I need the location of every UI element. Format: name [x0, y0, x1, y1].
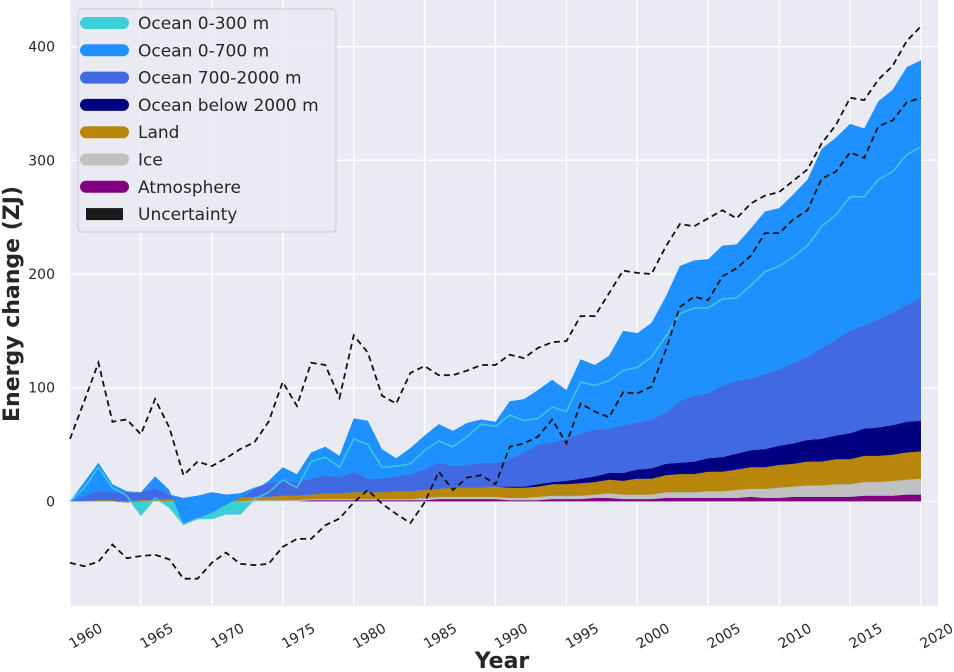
x-tick-labels: 1960 1965 1970 1975 1980 1985 1990 1995 2000 2005…: [67, 621, 954, 653]
area-land: [70, 451, 921, 503]
y-axis-title: Energy change (ZJ): [0, 186, 25, 422]
legend-label-atmosphere: Atmosphere: [138, 178, 241, 198]
uncertainty-lower-line: [69, 96, 922, 580]
x-tick-label: 2010: [776, 621, 815, 653]
uncertainty-upper-line: [69, 25, 922, 477]
x-tick-label: 1990: [492, 621, 531, 653]
legend-swatch-uncertainty: [86, 208, 123, 221]
y-tick-labels: 0 100 200 300 400: [28, 40, 55, 511]
area-ocean-below-2000-m: [70, 420, 921, 502]
legend-label-land: Land: [138, 123, 179, 143]
y-tick-label: 0: [46, 494, 55, 510]
series-lines: [69, 25, 922, 580]
area-atmosphere: [70, 494, 921, 503]
legend-label-ocean-below-2000-m: Ocean below 2000 m: [138, 96, 319, 116]
legend-label-ocean-700-2000-m: Ocean 700-2000 m: [138, 69, 302, 89]
legend-label-uncertainty: Uncertainty: [138, 205, 237, 225]
x-tick-label: 1995: [563, 621, 602, 653]
legend-label-ocean-0-300-m: Ocean 0-300 m: [138, 14, 269, 34]
area-ice: [70, 478, 921, 503]
legend-box: [77, 8, 337, 233]
x-tick-label: 1980: [350, 621, 389, 653]
stacked-areas: [70, 60, 921, 526]
x-tick-label: 2020: [918, 621, 954, 653]
x-tick-label: 1985: [421, 621, 460, 653]
x-tick-label: 1965: [137, 621, 176, 653]
x-axis-title: Year: [474, 649, 530, 672]
legend: Ocean 0-300 m Ocean 0-700 m Ocean 700-2000…: [77, 8, 337, 233]
area-ocean-700-2000-m: [70, 297, 921, 502]
x-tick-label: 1975: [279, 621, 318, 653]
y-tick-label: 100: [28, 381, 55, 397]
x-tick-label: 2005: [705, 621, 744, 653]
line-ocean-0-300m: [69, 146, 922, 526]
y-tick-label: 300: [28, 153, 55, 169]
area-ocean-0-700-m: [70, 60, 921, 526]
legend-label-ice: Ice: [138, 151, 163, 171]
y-tick-label: 400: [28, 40, 55, 56]
x-tick-label: 1960: [67, 621, 106, 653]
x-tick-label: 2000: [634, 621, 673, 653]
x-tick-label: 2015: [847, 621, 886, 653]
y-tick-label: 200: [28, 267, 55, 283]
x-tick-label: 1970: [208, 621, 247, 653]
legend-label-ocean-0-700-m: Ocean 0-700 m: [138, 41, 269, 61]
